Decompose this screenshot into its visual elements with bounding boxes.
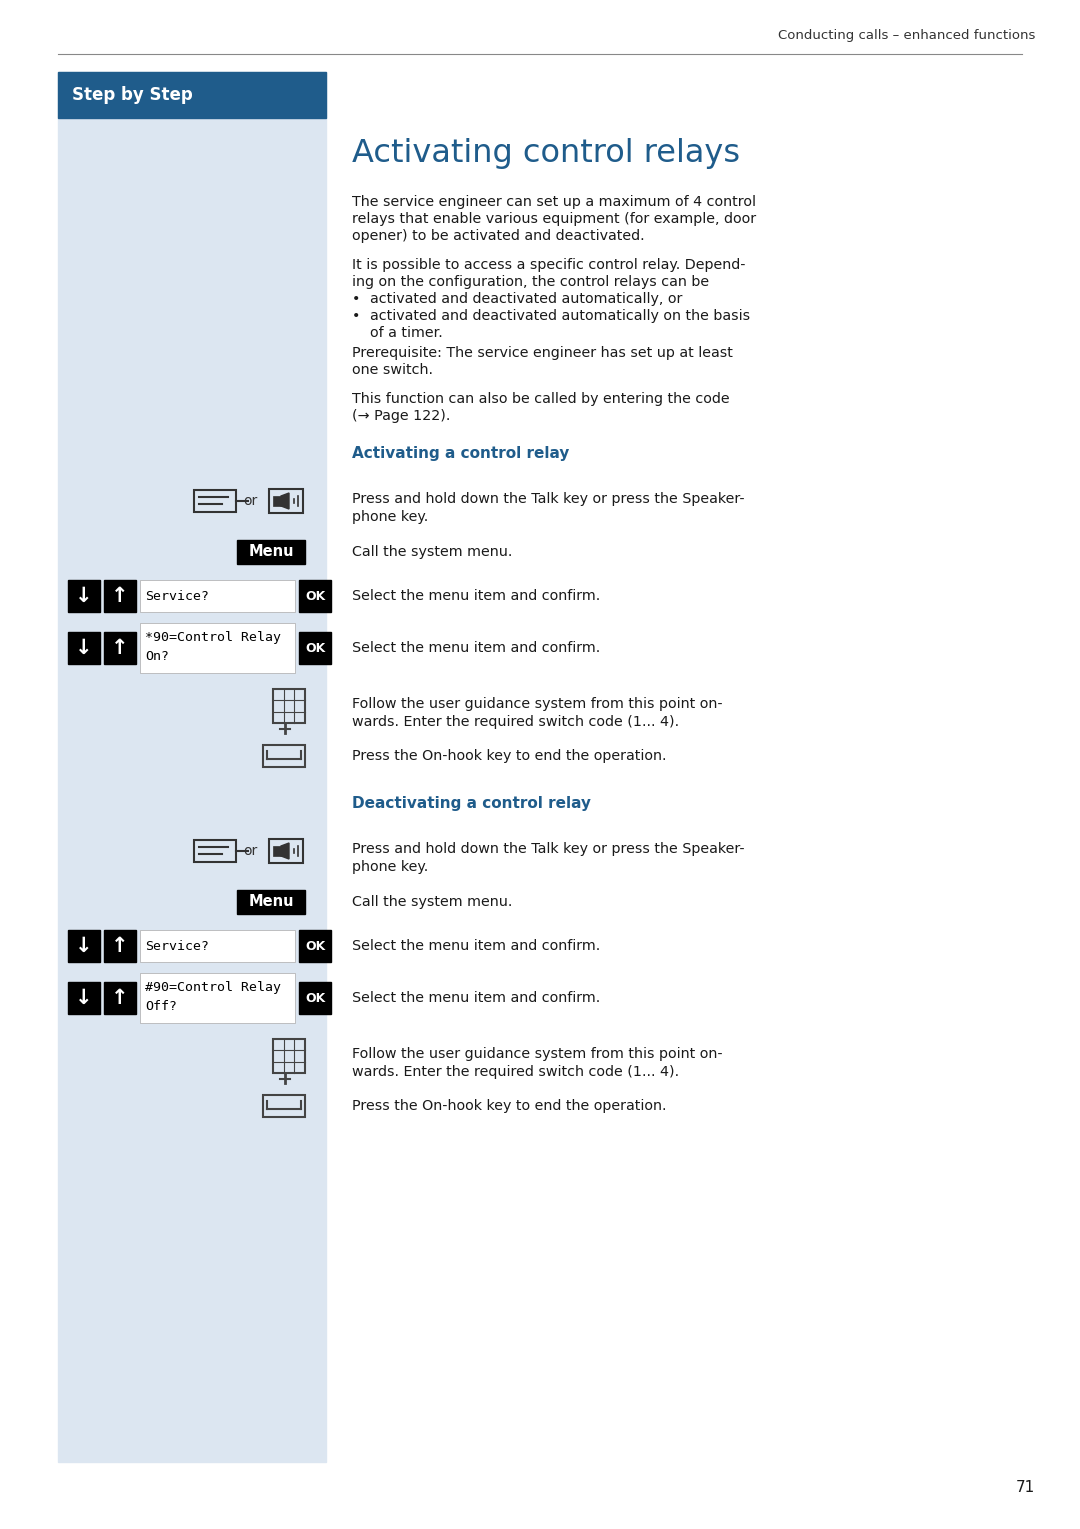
Text: activated and deactivated automatically on the basis: activated and deactivated automatically …	[370, 309, 751, 323]
Text: The service engineer can set up a maximum of 4 control: The service engineer can set up a maximu…	[352, 196, 756, 209]
Text: relays that enable various equipment (for example, door: relays that enable various equipment (fo…	[352, 213, 756, 226]
Text: ↑: ↑	[111, 586, 129, 605]
Bar	[104, 631, 136, 664]
Polygon shape	[281, 492, 289, 509]
Text: Select the menu item and confirm.: Select the menu item and confirm.	[352, 939, 600, 953]
Text: Follow the user guidance system from this point on-: Follow the user guidance system from thi…	[352, 1047, 723, 1061]
Text: Follow the user guidance system from this point on-: Follow the user guidance system from thi…	[352, 697, 723, 711]
Text: phone key.: phone key.	[352, 511, 429, 524]
Text: one switch.: one switch.	[352, 362, 433, 378]
Bar	[68, 579, 100, 612]
Text: ↑: ↑	[111, 988, 129, 1008]
Bar	[104, 930, 136, 962]
Text: Step by Step: Step by Step	[72, 86, 192, 104]
Text: OK: OK	[305, 590, 325, 602]
Text: Activating control relays: Activating control relays	[352, 138, 740, 170]
Polygon shape	[281, 842, 289, 859]
Text: Prerequisite: The service engineer has set up at least: Prerequisite: The service engineer has s…	[352, 346, 733, 359]
Bar	[299, 631, 330, 664]
Bar	[273, 495, 281, 506]
Text: opener) to be activated and deactivated.: opener) to be activated and deactivated.	[352, 229, 645, 243]
Text: phone key.: phone key.	[352, 859, 429, 875]
Text: Menu: Menu	[248, 894, 294, 910]
Bar	[237, 540, 305, 564]
Text: OK: OK	[305, 642, 325, 654]
Text: wards. Enter the required switch code (1... 4).: wards. Enter the required switch code (1…	[352, 1066, 679, 1079]
Bar	[299, 579, 330, 612]
Text: •: •	[352, 309, 361, 323]
Text: ↑: ↑	[111, 638, 129, 657]
Bar	[58, 72, 326, 118]
Text: ↓: ↓	[76, 586, 93, 605]
Text: Menu: Menu	[248, 544, 294, 560]
Bar	[237, 890, 305, 914]
Bar	[140, 579, 295, 612]
Text: ↑: ↑	[111, 936, 129, 956]
Bar	[194, 489, 237, 512]
Bar	[68, 930, 100, 962]
Text: (→ Page 122).: (→ Page 122).	[352, 408, 450, 424]
Bar	[264, 745, 305, 768]
Bar	[194, 839, 237, 862]
Bar	[269, 489, 303, 514]
Bar	[269, 839, 303, 862]
Text: Select the menu item and confirm.: Select the menu item and confirm.	[352, 589, 600, 602]
Bar	[299, 982, 330, 1014]
Bar	[273, 1040, 305, 1073]
Text: ↓: ↓	[76, 638, 93, 657]
Text: OK: OK	[305, 939, 325, 953]
Text: Deactivating a control relay: Deactivating a control relay	[352, 797, 591, 810]
Text: or: or	[243, 494, 257, 508]
Text: or: or	[243, 844, 257, 858]
Text: Service?: Service?	[145, 590, 210, 602]
Bar	[68, 631, 100, 664]
Text: Select the menu item and confirm.: Select the menu item and confirm.	[352, 641, 600, 654]
Text: activated and deactivated automatically, or: activated and deactivated automatically,…	[370, 292, 683, 306]
Text: Press the On-hook key to end the operation.: Press the On-hook key to end the operati…	[352, 749, 666, 763]
Bar	[264, 1095, 305, 1118]
Text: *90=Control Relay: *90=Control Relay	[145, 631, 281, 645]
Text: Select the menu item and confirm.: Select the menu item and confirm.	[352, 991, 600, 1005]
Text: Activating a control relay: Activating a control relay	[352, 446, 569, 462]
Bar	[58, 72, 326, 1462]
Text: Press and hold down the Talk key or press the Speaker-: Press and hold down the Talk key or pres…	[352, 842, 744, 856]
Bar	[140, 622, 295, 673]
Bar	[140, 972, 295, 1023]
Bar	[140, 930, 295, 962]
Bar	[299, 930, 330, 962]
Text: #90=Control Relay: #90=Control Relay	[145, 982, 281, 994]
Bar	[68, 982, 100, 1014]
Text: Call the system menu.: Call the system menu.	[352, 894, 512, 910]
Text: ↓: ↓	[76, 936, 93, 956]
Text: 71: 71	[1016, 1480, 1035, 1495]
Text: •: •	[352, 292, 361, 306]
Bar	[104, 982, 136, 1014]
Text: Service?: Service?	[145, 939, 210, 953]
Bar	[273, 846, 281, 856]
Text: Press the On-hook key to end the operation.: Press the On-hook key to end the operati…	[352, 1099, 666, 1113]
Text: On?: On?	[145, 650, 168, 662]
Text: Conducting calls – enhanced functions: Conducting calls – enhanced functions	[778, 29, 1035, 43]
Text: ing on the configuration, the control relays can be: ing on the configuration, the control re…	[352, 275, 710, 289]
Text: Call the system menu.: Call the system menu.	[352, 544, 512, 560]
Text: It is possible to access a specific control relay. Depend-: It is possible to access a specific cont…	[352, 258, 745, 272]
Text: Press and hold down the Talk key or press the Speaker-: Press and hold down the Talk key or pres…	[352, 492, 744, 506]
Text: OK: OK	[305, 991, 325, 1005]
Text: of a timer.: of a timer.	[370, 326, 443, 339]
Text: Off?: Off?	[145, 1000, 177, 1012]
Text: wards. Enter the required switch code (1... 4).: wards. Enter the required switch code (1…	[352, 716, 679, 729]
Bar	[104, 579, 136, 612]
Text: This function can also be called by entering the code: This function can also be called by ente…	[352, 391, 730, 407]
Bar	[273, 690, 305, 723]
Text: ↓: ↓	[76, 988, 93, 1008]
